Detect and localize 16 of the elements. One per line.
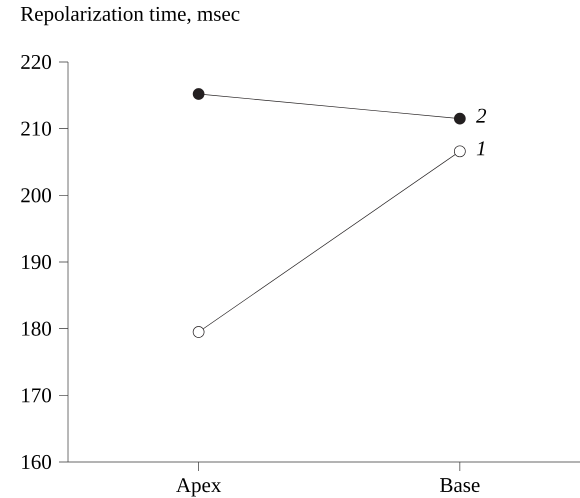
point (454, 112, 466, 125)
point (454, 145, 466, 158)
point (192, 88, 204, 100)
y-tick-label: 220 (21, 54, 52, 70)
y-tick-label: 160 (22, 454, 52, 470)
point (192, 326, 204, 338)
y-tick-label: 200 (21, 188, 52, 202)
series-label: 1 (476, 141, 484, 156)
y-tick-label: 210 (21, 122, 52, 136)
x-tick-label: Base (440, 478, 480, 492)
chart-title: Repolarization time, msec (20, 6, 240, 26)
y-tick-label: 170 (22, 388, 52, 402)
y-tick-label: 180 (22, 322, 52, 336)
x-tick-label: Apex (176, 478, 222, 497)
series-label: 2 (476, 108, 486, 123)
y-tick-label: 190 (22, 254, 52, 270)
